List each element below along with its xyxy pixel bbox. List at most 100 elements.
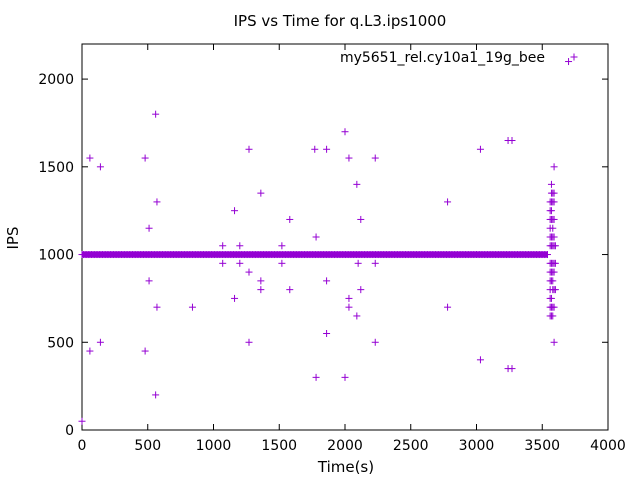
data-point [86, 347, 94, 355]
data-point [257, 189, 265, 197]
data-point [286, 215, 294, 223]
data-point [547, 207, 555, 215]
data-point [550, 303, 558, 311]
data-point [153, 303, 161, 311]
y-tick-label: 0 [65, 423, 74, 439]
data-point [141, 347, 149, 355]
data-point [549, 277, 557, 285]
data-point [312, 233, 320, 241]
data-point [78, 417, 86, 425]
x-tick-label: 2000 [327, 438, 363, 454]
x-tick-label: 4000 [590, 438, 626, 454]
data-point [219, 242, 227, 250]
data-point [341, 128, 349, 136]
y-tick-label: 1000 [38, 248, 74, 264]
data-point [278, 259, 286, 267]
data-point [551, 286, 559, 294]
data-point [508, 365, 516, 373]
y-tick-label: 500 [47, 335, 74, 351]
series-baseline [78, 251, 552, 259]
legend-marker [570, 53, 578, 61]
data-point [311, 145, 319, 153]
data-point [549, 224, 557, 232]
data-point [145, 224, 153, 232]
data-point [286, 286, 294, 294]
data-point [550, 233, 558, 241]
x-tick-label: 1000 [196, 438, 232, 454]
data-point [312, 373, 320, 381]
data-point [231, 294, 239, 302]
data-point [508, 137, 516, 144]
data-point [550, 215, 558, 223]
data-point [245, 338, 253, 346]
data-point [476, 145, 484, 153]
data-point [353, 180, 361, 188]
y-tick-label: 1500 [38, 160, 74, 176]
data-point [152, 110, 160, 118]
data-point [371, 259, 379, 267]
x-tick-label: 1500 [261, 438, 297, 454]
data-point [550, 189, 558, 197]
data-point [549, 312, 557, 320]
data-point [323, 330, 331, 337]
data-point [357, 215, 365, 223]
y-tick-label: 2000 [38, 72, 74, 88]
x-tick-label: 2500 [393, 438, 429, 454]
data-point [550, 198, 558, 206]
data-point [231, 207, 239, 215]
legend-label: my5651_rel.cy10a1_19g_bee [340, 50, 545, 66]
plot-frame [81, 43, 609, 431]
chart-title: IPS vs Time for q.L3.ips1000 [234, 12, 447, 30]
data-point [547, 294, 555, 302]
y-axis: 0 500 1000 1500 2000 [38, 72, 608, 439]
data-point [341, 373, 349, 381]
data-point [550, 338, 558, 346]
x-axis: 0 500 1000 1500 2000 2500 3000 3500 4000 [78, 44, 626, 454]
legend: my5651_rel.cy10a1_19g_bee [340, 50, 578, 66]
data-point [236, 242, 244, 250]
data-point [550, 163, 558, 171]
data-point [236, 259, 244, 267]
x-tick-label: 0 [78, 438, 87, 454]
data-point [278, 242, 286, 250]
data-point [245, 268, 253, 276]
data-point [551, 242, 559, 250]
data-point [565, 58, 573, 66]
data-point [219, 259, 227, 267]
data-point [86, 154, 94, 162]
series-points [78, 58, 573, 425]
data-point [353, 312, 361, 320]
data-point [323, 145, 331, 153]
data-point [345, 154, 353, 162]
data-point [444, 303, 452, 311]
data-point [141, 154, 149, 162]
legend-marker-plus [570, 53, 578, 61]
data-point [153, 198, 161, 206]
x-tick-label: 3000 [459, 438, 495, 454]
data-point [444, 198, 452, 206]
data-point [257, 286, 265, 294]
data-point [145, 277, 153, 285]
data-point [152, 391, 160, 399]
data-point [257, 277, 265, 285]
data-point [547, 180, 555, 188]
data-point [323, 277, 331, 285]
x-tick-label: 3500 [524, 438, 560, 454]
data-point [345, 303, 353, 311]
data-point [544, 251, 552, 259]
data-point [371, 154, 379, 162]
data-point [354, 259, 362, 267]
y-axis-title: IPS [4, 227, 22, 250]
data-point [188, 303, 196, 311]
data-point [96, 338, 104, 346]
data-point [345, 294, 353, 302]
data-point [96, 163, 104, 171]
data-point [371, 338, 379, 346]
x-axis-title: Time(s) [317, 458, 374, 476]
data-point [551, 259, 559, 267]
data-point [476, 356, 484, 364]
data-point [550, 268, 558, 276]
data-point [357, 286, 365, 294]
data-point [245, 145, 253, 153]
